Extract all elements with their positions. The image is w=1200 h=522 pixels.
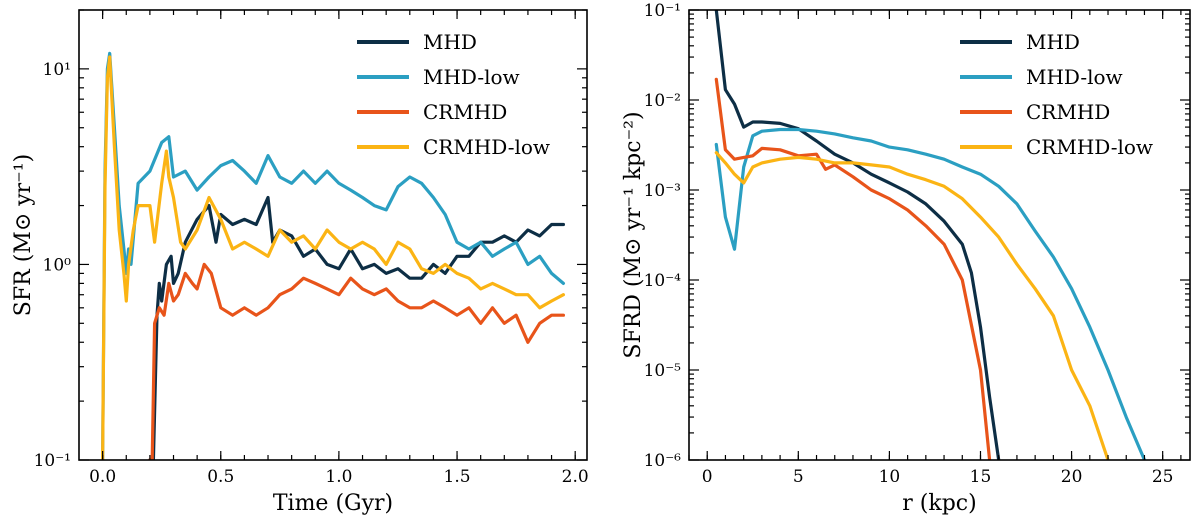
legend: MHD MHD-low CRMHD CRMHD-low	[357, 30, 550, 159]
chart-panel-2: 0 5 10 15 20 25 10⁻⁶ 10⁻⁵ 10⁻⁴ 10⁻³ 10⁻² 10⁻¹ r (kpc…	[621, 1, 1191, 516]
y-axis-label: SFRD (M⊙ yr⁻¹ kpc⁻²)	[621, 111, 646, 358]
x-tick-label: 0	[702, 467, 713, 487]
y-tick-label: 10¹	[43, 60, 71, 80]
y-tick-label: 10⁻³	[644, 181, 681, 201]
series-group	[101, 51, 565, 460]
x-tick-label: 2.0	[562, 467, 589, 487]
series-line-mhd-low	[101, 51, 565, 460]
legend: MHD MHD-low CRMHD CRMHD-low	[960, 30, 1153, 159]
series-line-crmhd	[714, 77, 992, 460]
axes-frame	[78, 9, 588, 461]
legend-label-crmhd: CRMHD	[423, 100, 507, 124]
series-line-mhd-low	[714, 127, 1147, 460]
y-axis-label: SFR (M⊙ yr⁻¹)	[11, 154, 36, 316]
y-tick-label: 10⁰	[43, 255, 72, 275]
y-tick-label: 10⁻¹	[644, 1, 681, 21]
x-tick-label: 10	[879, 467, 901, 487]
legend-label-crmhd-low: CRMHD-low	[1026, 135, 1153, 159]
x-tick-label: 5	[793, 467, 804, 487]
series-line-crmhd-low	[101, 55, 565, 460]
y-tick-label: 10⁻⁴	[644, 271, 682, 291]
y-tick-label: 10⁻⁵	[644, 361, 682, 381]
x-axis-label: r (kpc)	[902, 491, 976, 516]
legend-label-mhd: MHD	[423, 30, 477, 54]
series-line-crmhd-low	[714, 151, 1110, 460]
chart-panel-1: 0.0 0.5 1.0 1.5 2.0 10⁻¹ 10⁰ 10¹ Time (Gyr) SFR (…	[11, 9, 589, 516]
x-tick-label: 0.5	[207, 467, 234, 487]
series-line-crmhd	[148, 262, 565, 460]
axes-frame	[688, 9, 1191, 461]
legend-label-crmhd-low: CRMHD-low	[423, 135, 550, 159]
x-tick-label: 1.5	[444, 467, 471, 487]
series-line-mhd	[714, 10, 1001, 460]
y-tick-label: 10⁻⁶	[644, 451, 682, 471]
x-tick-label: 20	[1061, 467, 1083, 487]
series-group	[714, 10, 1147, 460]
legend-label-crmhd: CRMHD	[1026, 100, 1110, 124]
x-tick-label: 0.0	[89, 467, 116, 487]
legend-label-mhd-low: MHD-low	[1026, 65, 1123, 89]
x-tick-label: 25	[1152, 467, 1174, 487]
series-line-mhd	[148, 195, 565, 460]
x-tick-label: 1.0	[325, 467, 352, 487]
x-axis-label: Time (Gyr)	[273, 491, 393, 516]
legend-label-mhd: MHD	[1026, 30, 1080, 54]
y-tick-label: 10⁻²	[644, 91, 681, 111]
x-tick-label: 15	[970, 467, 992, 487]
legend-label-mhd-low: MHD-low	[423, 65, 520, 89]
y-tick-label: 10⁻¹	[34, 451, 71, 471]
